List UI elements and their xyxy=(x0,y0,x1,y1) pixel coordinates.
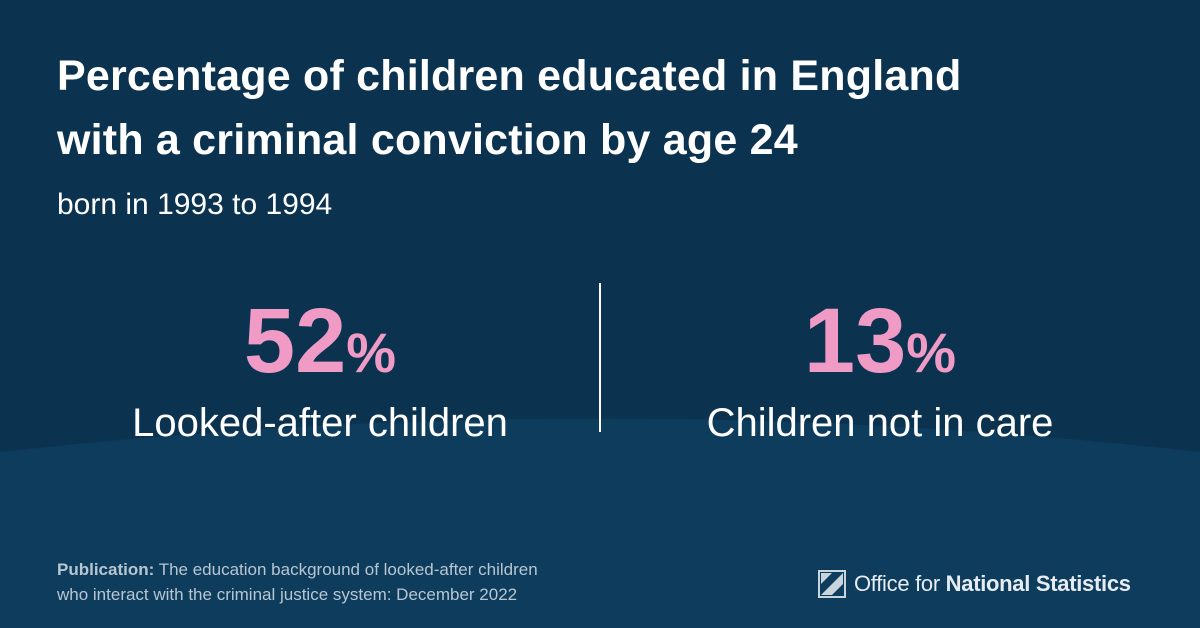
stat-value: 52% xyxy=(40,295,600,387)
stat-label: Looked-after children xyxy=(132,401,508,445)
publication-text: The education background of looked-after… xyxy=(158,560,538,579)
footer-line: who interact with the criminal justice s… xyxy=(57,585,518,604)
logo-light: Office for xyxy=(854,571,940,596)
stat-number: 13 xyxy=(803,290,907,392)
lower-band xyxy=(0,418,1200,628)
subtitle: born in 1993 to 1994 xyxy=(57,188,333,221)
footer: Publication: The education background of… xyxy=(57,557,538,607)
stat-label: Children not in care xyxy=(706,401,1054,445)
stat-unit: % xyxy=(906,321,957,384)
stat-value: 13% xyxy=(600,295,1160,387)
stat: 13% Children not in care xyxy=(600,295,1160,446)
stat: 52% Looked-after children xyxy=(40,295,600,446)
publication-label: Publication: xyxy=(57,560,155,579)
logo-icon xyxy=(818,570,846,598)
logo-bold: National Statistics xyxy=(945,571,1131,596)
stat-number: 52 xyxy=(243,290,347,392)
stat-unit: % xyxy=(346,321,397,384)
title-line: with a criminal conviction by age 24 xyxy=(57,116,798,164)
logo: Office for National Statistics xyxy=(818,570,1131,598)
footer-line: Publication: The education background of… xyxy=(57,557,538,582)
title-line: Percentage of children educated in Engla… xyxy=(57,52,962,100)
